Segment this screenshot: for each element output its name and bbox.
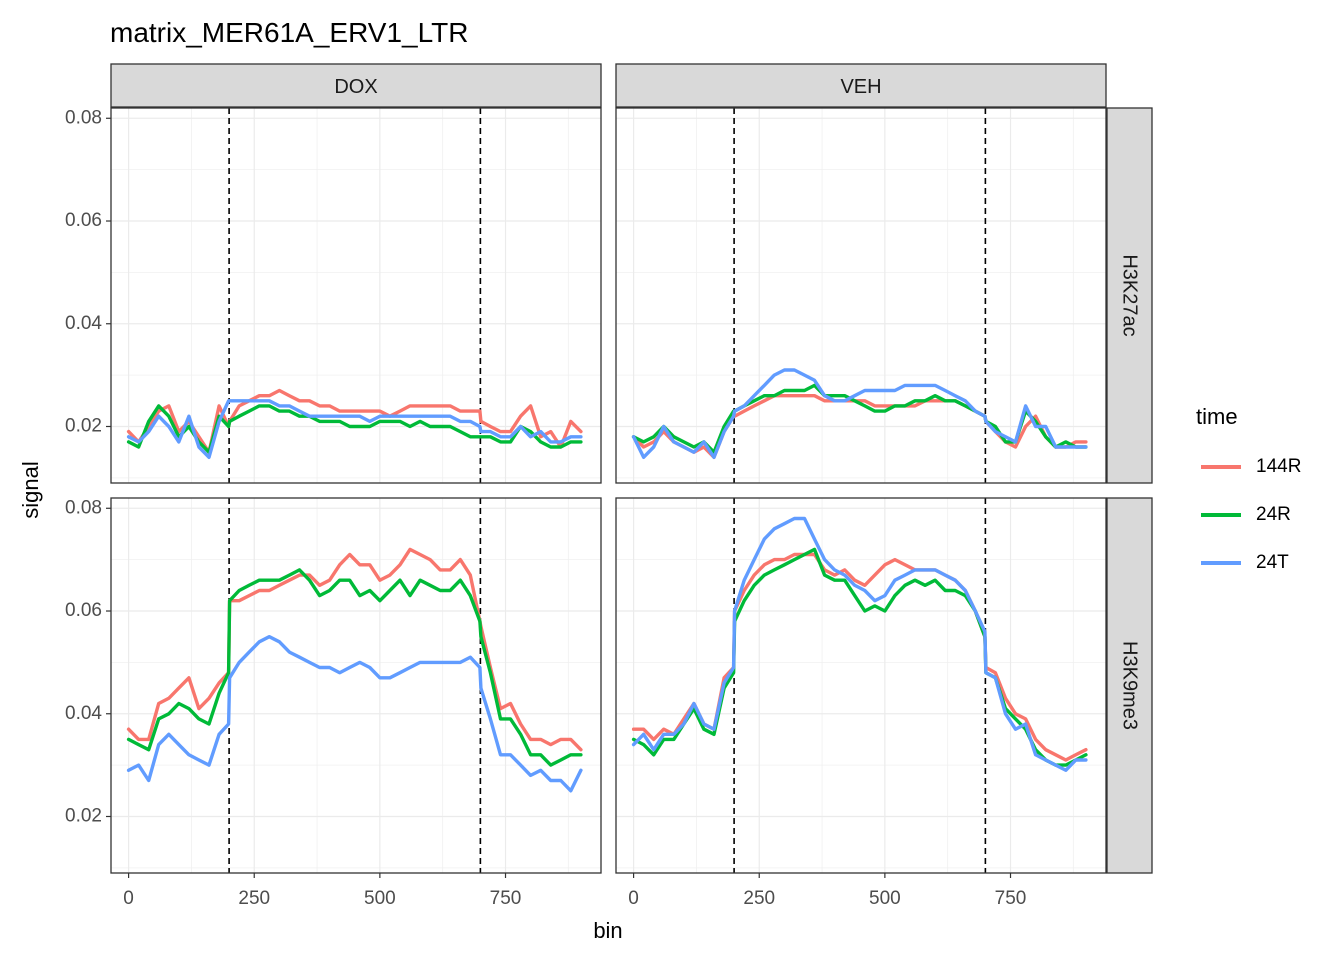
x-tick-label: 0 — [628, 888, 639, 909]
facet-panel: 0.02 0.04 0.06 0.08 — [65, 107, 602, 484]
legend-key-label: 24T — [1256, 552, 1289, 573]
legend-key-label: 24R — [1256, 504, 1291, 525]
series-line-24T — [631, 516, 1088, 772]
y-tick-label: 0.02 — [65, 416, 102, 437]
facet-panel — [615, 107, 1107, 484]
y-tick-label: 0.04 — [65, 313, 102, 334]
y-tick-label: 0.04 — [65, 703, 102, 724]
facet-strip-column — [110, 63, 602, 108]
panel-background — [616, 108, 1106, 483]
legend-keys: 144R 24R 24T — [1201, 456, 1301, 573]
y-axis-label: signal — [18, 461, 43, 518]
legend-key-label: 144R — [1256, 456, 1301, 477]
facet-strip-row — [1106, 107, 1153, 484]
panel-background — [616, 498, 1106, 873]
series-line-24R — [126, 404, 583, 454]
facet-strip-label: DOX — [334, 76, 377, 98]
y-tick-label: 0.08 — [65, 107, 102, 128]
series-line-24T — [126, 399, 583, 459]
y-tick-label: 0.02 — [65, 806, 102, 827]
x-tick-label: 0 — [123, 888, 134, 909]
chart-title: matrix_MER61A_ERV1_LTR — [110, 17, 468, 48]
y-tick-label: 0.06 — [65, 600, 102, 621]
x-tick-label: 500 — [869, 888, 901, 909]
panel-border — [110, 107, 602, 484]
facet-strip-row — [1106, 497, 1153, 874]
facet-strip-column — [615, 63, 1107, 108]
x-tick-label: 750 — [995, 888, 1027, 909]
series-line-24T — [126, 635, 583, 793]
x-tick-label: 250 — [238, 888, 270, 909]
legend-title: time — [1196, 404, 1238, 429]
x-axis-label: bin — [593, 918, 622, 943]
series-line-144R — [126, 547, 583, 752]
facet-panels: DOX VEHH3K27acH3K9me30.020.040.060.080.02… — [65, 63, 1153, 909]
facet-panel: 0.02 0.04 0.06 0.08 0 250 500 750 — [65, 497, 602, 909]
facet-strip-label: H3K27ac — [1119, 254, 1141, 336]
x-tick-label: 500 — [364, 888, 396, 909]
facet-strip-label: VEH — [840, 76, 881, 98]
y-tick-label: 0.06 — [65, 210, 102, 231]
panel-border — [110, 497, 602, 874]
panel-border — [615, 497, 1107, 874]
panel-border — [615, 107, 1107, 484]
facet-panel: 0 250 500 750 — [615, 497, 1107, 909]
series-line-24R — [631, 547, 1088, 767]
series-line-24R — [126, 568, 583, 767]
series-line-24R — [631, 383, 1088, 454]
series-line-24T — [631, 368, 1088, 459]
facet-strip-label: H3K9me3 — [1119, 641, 1141, 730]
legend: time 144R 24R 24T — [1196, 404, 1301, 573]
y-tick-label: 0.08 — [65, 497, 102, 518]
x-tick-label: 750 — [490, 888, 522, 909]
x-tick-label: 250 — [743, 888, 775, 909]
